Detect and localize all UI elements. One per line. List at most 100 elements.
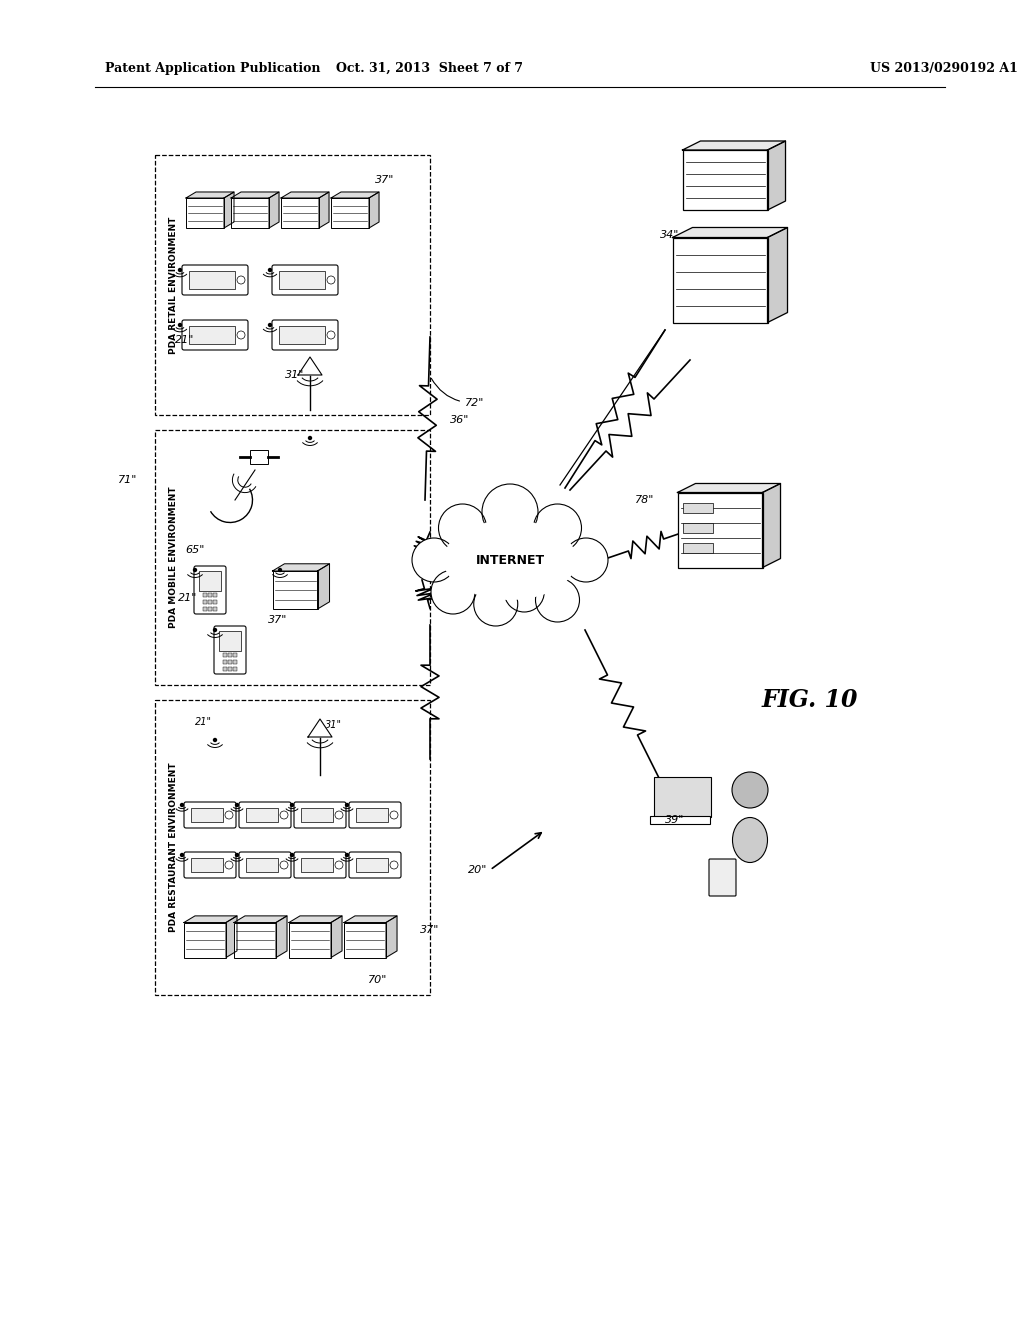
- Text: 37": 37": [375, 176, 394, 185]
- Bar: [191, 808, 223, 822]
- Polygon shape: [319, 191, 329, 228]
- Polygon shape: [673, 227, 787, 238]
- Circle shape: [412, 539, 456, 582]
- Text: PDA MOBILE ENVIRONMENT: PDA MOBILE ENVIRONMENT: [169, 487, 177, 628]
- Text: 72": 72": [431, 379, 484, 408]
- Circle shape: [345, 804, 348, 807]
- Text: 78": 78": [635, 495, 654, 506]
- FancyBboxPatch shape: [272, 265, 338, 294]
- Bar: [203, 601, 207, 605]
- Bar: [213, 601, 217, 605]
- Polygon shape: [308, 719, 332, 737]
- Bar: [199, 572, 221, 591]
- Circle shape: [194, 569, 197, 572]
- Text: US 2013/0290192 A1: US 2013/0290192 A1: [870, 62, 1018, 75]
- Polygon shape: [344, 916, 397, 923]
- Bar: [281, 198, 319, 228]
- Bar: [208, 601, 212, 605]
- Circle shape: [268, 268, 271, 272]
- Bar: [155, 700, 430, 995]
- FancyBboxPatch shape: [184, 851, 236, 878]
- Bar: [228, 667, 232, 671]
- Circle shape: [438, 504, 486, 552]
- Bar: [189, 271, 234, 289]
- Circle shape: [345, 854, 348, 857]
- Circle shape: [279, 569, 282, 572]
- Text: 39": 39": [665, 814, 684, 825]
- Bar: [356, 858, 388, 873]
- Bar: [673, 238, 768, 322]
- Bar: [223, 667, 227, 671]
- Ellipse shape: [732, 817, 768, 862]
- Polygon shape: [331, 191, 379, 198]
- Circle shape: [280, 810, 288, 818]
- FancyBboxPatch shape: [239, 851, 291, 878]
- Circle shape: [534, 504, 582, 552]
- FancyBboxPatch shape: [182, 319, 248, 350]
- Bar: [301, 808, 333, 822]
- Circle shape: [236, 804, 239, 807]
- Bar: [223, 660, 227, 664]
- Polygon shape: [226, 916, 237, 957]
- Bar: [155, 430, 430, 685]
- Polygon shape: [186, 191, 234, 198]
- Bar: [213, 593, 217, 597]
- Circle shape: [308, 437, 311, 440]
- Circle shape: [213, 738, 216, 742]
- Bar: [219, 631, 241, 651]
- Polygon shape: [269, 191, 279, 228]
- Circle shape: [225, 810, 233, 818]
- Bar: [356, 808, 388, 822]
- Circle shape: [280, 861, 288, 869]
- Polygon shape: [184, 916, 237, 923]
- FancyBboxPatch shape: [654, 777, 711, 817]
- FancyBboxPatch shape: [349, 803, 401, 828]
- Bar: [683, 150, 768, 210]
- FancyBboxPatch shape: [709, 859, 736, 896]
- Polygon shape: [281, 191, 329, 198]
- Circle shape: [536, 578, 580, 622]
- Circle shape: [236, 854, 239, 857]
- Bar: [228, 660, 232, 664]
- Polygon shape: [298, 356, 322, 375]
- Bar: [678, 492, 763, 568]
- Text: 37": 37": [268, 615, 288, 624]
- Bar: [189, 326, 234, 345]
- Text: 20": 20": [468, 865, 487, 875]
- Text: 34": 34": [660, 230, 679, 240]
- Circle shape: [291, 804, 294, 807]
- Bar: [279, 271, 325, 289]
- Bar: [223, 653, 227, 657]
- Bar: [233, 660, 237, 664]
- Circle shape: [390, 810, 398, 818]
- Bar: [246, 858, 278, 873]
- FancyBboxPatch shape: [294, 803, 346, 828]
- Bar: [683, 503, 713, 512]
- Polygon shape: [276, 916, 287, 957]
- Bar: [228, 653, 232, 657]
- Circle shape: [291, 854, 294, 857]
- Circle shape: [327, 276, 335, 284]
- Bar: [231, 198, 269, 228]
- Circle shape: [178, 323, 181, 326]
- FancyBboxPatch shape: [272, 319, 338, 350]
- Bar: [331, 198, 369, 228]
- Polygon shape: [289, 916, 342, 923]
- Bar: [246, 808, 278, 822]
- FancyBboxPatch shape: [214, 626, 246, 675]
- Polygon shape: [678, 483, 780, 492]
- Bar: [208, 593, 212, 597]
- Text: Patent Application Publication: Patent Application Publication: [105, 62, 321, 75]
- Circle shape: [335, 861, 343, 869]
- Text: Oct. 31, 2013  Sheet 7 of 7: Oct. 31, 2013 Sheet 7 of 7: [337, 62, 523, 75]
- Polygon shape: [768, 141, 785, 210]
- Text: 31": 31": [285, 370, 304, 380]
- Text: 21": 21": [195, 717, 212, 727]
- Text: 71": 71": [118, 475, 137, 484]
- Circle shape: [180, 804, 183, 807]
- Text: 36": 36": [450, 414, 469, 425]
- Text: INTERNET: INTERNET: [475, 553, 545, 566]
- Circle shape: [213, 628, 216, 631]
- Text: PDA RETAIL ENVIRONMENT: PDA RETAIL ENVIRONMENT: [169, 216, 177, 354]
- Bar: [234, 923, 276, 957]
